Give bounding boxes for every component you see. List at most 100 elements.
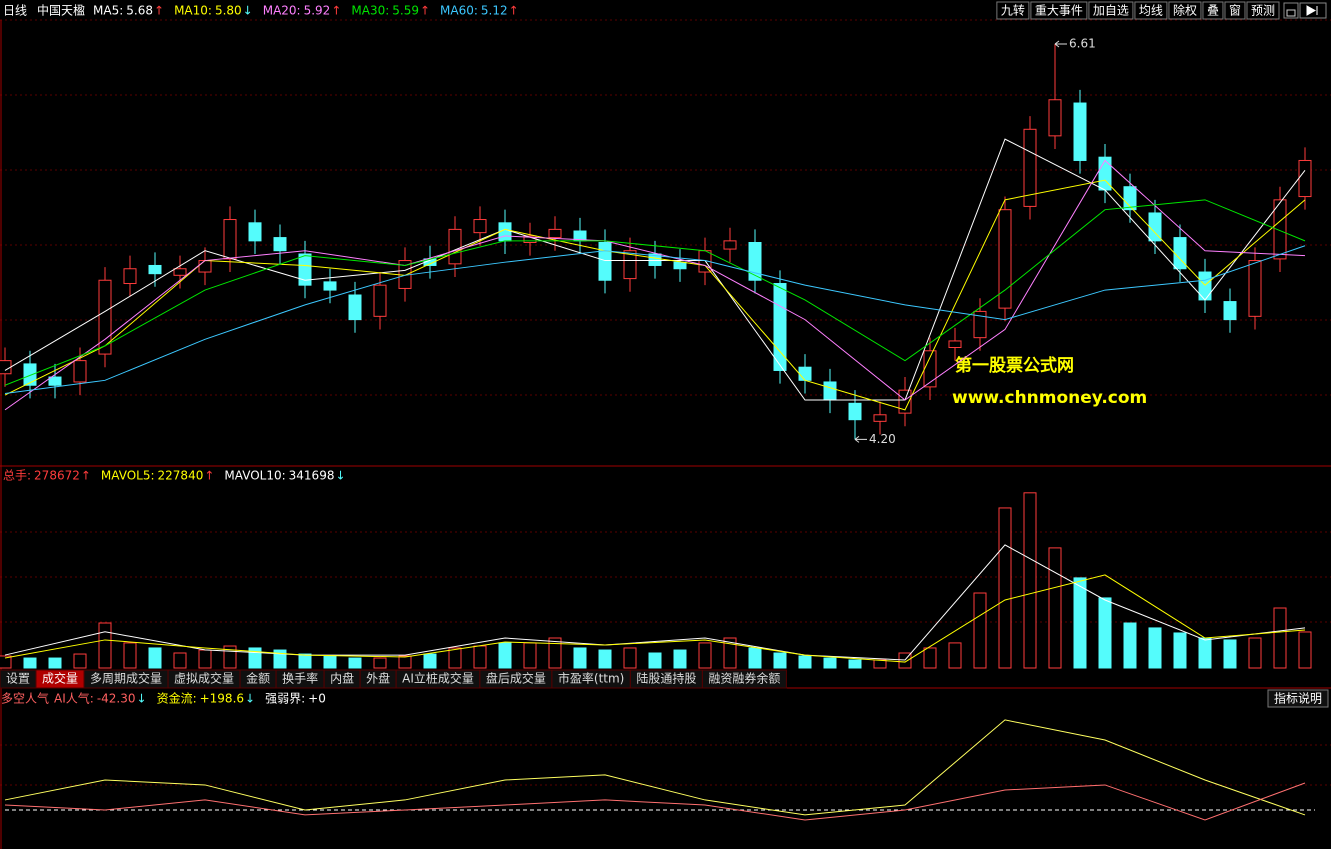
candle-body — [98, 279, 112, 355]
volume-bar — [298, 653, 312, 669]
ma-value: 5.68 — [126, 4, 153, 18]
tab-label[interactable]: 金额 — [246, 671, 270, 686]
volume-bar — [773, 652, 787, 669]
tab-label[interactable]: 设置 — [6, 672, 30, 686]
volume-bar — [873, 659, 887, 669]
indicator-stat-value: -42.30 — [97, 692, 136, 706]
volume-bar — [0, 655, 12, 669]
tab-label[interactable]: 陆股通持股 — [636, 671, 696, 686]
volume-bar — [473, 645, 487, 669]
indicator-stat-label: 强弱界: — [265, 692, 305, 706]
indicator-stat-trend: ↓ — [137, 692, 147, 706]
watermark-name: 第一股票公式网 — [955, 355, 1074, 376]
candle-body — [723, 240, 737, 250]
tab-label[interactable]: AI立桩成交量 — [402, 671, 474, 686]
candle-body — [473, 219, 487, 234]
candle-body — [173, 268, 187, 276]
volume-bar — [1223, 639, 1237, 669]
toolbar-button[interactable]: 九转 — [1001, 3, 1025, 18]
volume-bar — [848, 659, 862, 669]
volume-bar — [1198, 637, 1212, 669]
indicator-name: 多空人气 — [1, 691, 49, 706]
indicator-line — [4, 782, 1306, 821]
candle-body — [648, 253, 662, 266]
candle-body — [598, 242, 612, 281]
candle-body — [973, 310, 987, 339]
candle-body — [748, 242, 762, 281]
tab-label[interactable]: 多周期成交量 — [90, 671, 162, 686]
indicator-line — [4, 719, 1306, 816]
ma-value: 5.12 — [481, 4, 508, 18]
volume-stat-value: 278672 — [34, 469, 80, 483]
volume-bar — [1248, 637, 1262, 669]
toolbar-button[interactable]: 预测 — [1251, 4, 1275, 18]
volume-bar — [1023, 492, 1037, 669]
stock-name: 中国天楹 — [37, 3, 85, 18]
help-button[interactable] — [1267, 689, 1329, 708]
ma-value: 5.92 — [304, 4, 331, 18]
toolbar-button[interactable]: 重大事件 — [1035, 4, 1083, 18]
candle-body — [223, 219, 237, 260]
candle-body — [73, 360, 87, 383]
volume-bar — [148, 647, 162, 669]
volume-bar — [423, 653, 437, 669]
tab-label[interactable]: 融资融券余额 — [708, 671, 780, 686]
indicator-stat-value: +0 — [308, 692, 326, 706]
volume-stat-value: 341698 — [289, 469, 335, 483]
candle-body — [1073, 102, 1087, 161]
indicator-line — [4, 544, 1306, 661]
toolbar-button[interactable]: 除权 — [1173, 3, 1197, 18]
volume-bar — [998, 507, 1012, 669]
tab-label[interactable]: 换手率 — [282, 671, 318, 686]
indicator-line — [4, 159, 1306, 411]
candle-body — [898, 389, 912, 414]
indicator-stat-label: AI人气: — [54, 691, 94, 706]
candle-body — [823, 381, 837, 401]
tab-label[interactable]: 市盈率(ttm) — [558, 671, 624, 686]
max-arrow — [1054, 40, 1067, 48]
period: 日线 — [3, 4, 27, 18]
toolbar-button[interactable]: 窗 — [1229, 4, 1241, 18]
toolbar-button[interactable]: 叠 — [1207, 4, 1219, 18]
watermark-url: www.chnmoney.com — [952, 388, 1147, 408]
tab-label[interactable]: 盘后成交量 — [486, 671, 546, 686]
volume-stat-trend: ↓ — [335, 469, 345, 483]
toolbar-button[interactable]: 均线 — [1139, 4, 1163, 18]
candle-body — [198, 260, 212, 273]
candle-body — [0, 360, 12, 375]
toolbar-button[interactable]: 加自选 — [1093, 4, 1129, 18]
volume-bar — [1298, 631, 1312, 669]
volume-bar — [748, 647, 762, 669]
tab-label[interactable]: 外盘 — [366, 671, 390, 686]
volume-bar — [523, 642, 537, 669]
candle-body — [148, 264, 162, 275]
indicator-stat-label: 资金流: — [157, 691, 197, 706]
help-label[interactable]: 指标说明 — [1274, 691, 1322, 706]
volume-bar — [1123, 622, 1137, 669]
toolbar-frame — [1134, 1, 1168, 20]
ma-trend: ↑ — [420, 4, 430, 18]
candle-body — [1273, 199, 1287, 260]
expand-icon[interactable] — [1299, 2, 1327, 19]
volume-stat-trend: ↑ — [81, 469, 91, 483]
ma-label: MA30: — [351, 4, 389, 18]
volume-bar — [623, 647, 637, 669]
tab-label[interactable]: 内盘 — [330, 671, 354, 686]
volume-bar — [698, 642, 712, 669]
tab-label[interactable]: 虚拟成交量 — [174, 671, 234, 686]
candle-body — [23, 363, 37, 386]
indicator-line — [4, 138, 1306, 401]
volume-bar — [598, 649, 612, 669]
candle-body — [348, 294, 362, 321]
lock-icon[interactable] — [1283, 2, 1299, 19]
tab[interactable] — [701, 669, 787, 689]
volume-bar — [1098, 597, 1112, 669]
toolbar-frame — [1202, 1, 1224, 20]
volume-bar — [1173, 632, 1187, 669]
tab-label[interactable]: 成交量 — [42, 671, 78, 686]
candle-body — [1248, 260, 1262, 317]
volume-bar — [823, 657, 837, 669]
volume-stat-label: MAVOL10: — [224, 469, 285, 483]
volume-bar — [573, 647, 587, 669]
